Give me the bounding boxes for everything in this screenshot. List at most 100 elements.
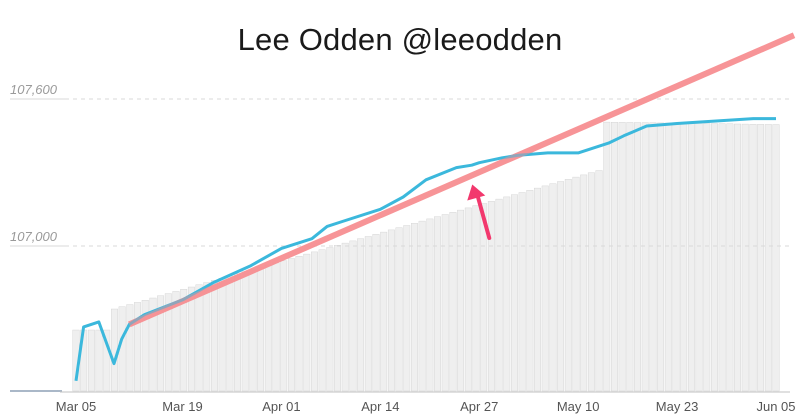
annotation-arrow-shaft bbox=[475, 192, 492, 240]
volume-bar bbox=[680, 122, 688, 392]
volume-bar bbox=[541, 185, 549, 392]
volume-bar bbox=[764, 124, 772, 392]
volume-bar bbox=[195, 284, 203, 392]
volume-bar bbox=[649, 122, 657, 392]
volume-bar bbox=[418, 220, 426, 392]
volume-bar bbox=[164, 293, 172, 392]
volume-bar bbox=[457, 209, 465, 392]
volume-bar bbox=[611, 121, 618, 392]
volume-bar bbox=[672, 122, 680, 392]
volume-bar bbox=[349, 240, 357, 392]
volume-bar bbox=[657, 122, 665, 392]
volume-bar bbox=[572, 176, 580, 392]
y-tick-label: 107,600 bbox=[10, 82, 57, 97]
volume-bar bbox=[387, 229, 395, 392]
volume-bar bbox=[534, 187, 541, 392]
volume-bar bbox=[564, 179, 572, 392]
volume-bar bbox=[664, 122, 672, 392]
volume-bar bbox=[626, 122, 634, 392]
follower-line bbox=[74, 117, 776, 382]
volume-bar bbox=[511, 194, 518, 392]
volume-bar bbox=[587, 172, 595, 392]
volume-bar bbox=[395, 227, 403, 392]
x-tick-label: Apr 27 bbox=[460, 399, 499, 414]
volume-bar bbox=[603, 121, 611, 392]
volume-bar bbox=[641, 122, 649, 392]
volume-bar bbox=[595, 170, 603, 392]
volume-bar bbox=[403, 225, 411, 392]
volume-bar bbox=[287, 258, 295, 392]
volume-bar bbox=[318, 249, 326, 392]
volume-bar bbox=[718, 123, 726, 392]
volume-bar bbox=[480, 203, 488, 392]
volume-bar bbox=[411, 223, 418, 392]
trend-line-overlay bbox=[128, 32, 796, 328]
volume-bar bbox=[380, 231, 388, 392]
x-tick-label: Mar 05 bbox=[55, 399, 97, 414]
volume-bar bbox=[272, 262, 280, 392]
volume-bar bbox=[334, 245, 341, 392]
volume-bar bbox=[126, 304, 134, 392]
volume-bar bbox=[495, 198, 503, 392]
volume-bar bbox=[295, 256, 303, 392]
volume-bar bbox=[526, 190, 534, 392]
volume-bar bbox=[711, 123, 718, 392]
volume-bar bbox=[734, 123, 741, 392]
volume-bar bbox=[172, 291, 180, 392]
volume-bar bbox=[187, 286, 195, 392]
annotation-arrow-head bbox=[467, 184, 486, 201]
volume-bar bbox=[341, 242, 349, 392]
volume-bar bbox=[695, 123, 703, 392]
volume-bar bbox=[426, 218, 434, 392]
volume-bar bbox=[280, 260, 288, 392]
volume-bar bbox=[364, 236, 372, 392]
volume-bar bbox=[464, 207, 472, 392]
volume-bar bbox=[449, 212, 457, 392]
volume-bar bbox=[618, 122, 626, 392]
volume-bar bbox=[757, 124, 765, 392]
volume-bar bbox=[95, 329, 103, 392]
volume-bar bbox=[549, 183, 557, 392]
trend-line bbox=[128, 32, 796, 328]
volume-bar bbox=[264, 264, 272, 392]
x-tick-label: Apr 01 bbox=[262, 399, 301, 414]
volume-bar bbox=[749, 123, 757, 392]
volume-bar bbox=[503, 196, 511, 392]
volume-bar bbox=[634, 122, 641, 392]
volume-bar bbox=[218, 278, 226, 392]
x-tick-label: Mar 19 bbox=[162, 399, 203, 414]
volume-bar bbox=[741, 123, 749, 392]
volume-bar bbox=[241, 271, 249, 392]
x-tick-label: May 23 bbox=[655, 399, 699, 414]
volume-bar bbox=[357, 238, 365, 392]
volume-bar bbox=[257, 267, 265, 392]
volume-bar bbox=[226, 275, 234, 392]
volume-bar bbox=[134, 302, 141, 392]
volume-bar bbox=[434, 216, 441, 392]
volume-bar bbox=[157, 295, 165, 392]
y-tick-label: 107,000 bbox=[10, 229, 57, 244]
volume-bar bbox=[703, 123, 711, 392]
volume-bar bbox=[141, 300, 149, 392]
volume-bar bbox=[234, 273, 241, 392]
volume-bar bbox=[726, 123, 734, 392]
x-tick-label: May 10 bbox=[556, 399, 600, 414]
volume-bar bbox=[557, 181, 565, 392]
volume-bar bbox=[372, 234, 380, 392]
volume-bar bbox=[180, 289, 188, 392]
volume-bar bbox=[203, 282, 211, 392]
volume-bar bbox=[326, 247, 334, 392]
x-tick-label: Apr 14 bbox=[361, 399, 400, 414]
x-tick-label: Jun 05 bbox=[756, 399, 796, 414]
volume-bar bbox=[580, 174, 588, 392]
volume-bar bbox=[303, 253, 311, 392]
volume-bar bbox=[211, 280, 218, 392]
volume-bar bbox=[311, 251, 318, 392]
volume-bar bbox=[441, 214, 449, 392]
volume-bar bbox=[687, 123, 695, 392]
volume-bar bbox=[103, 329, 111, 392]
annotation-arrow bbox=[467, 184, 492, 240]
volume-bar bbox=[772, 124, 780, 392]
